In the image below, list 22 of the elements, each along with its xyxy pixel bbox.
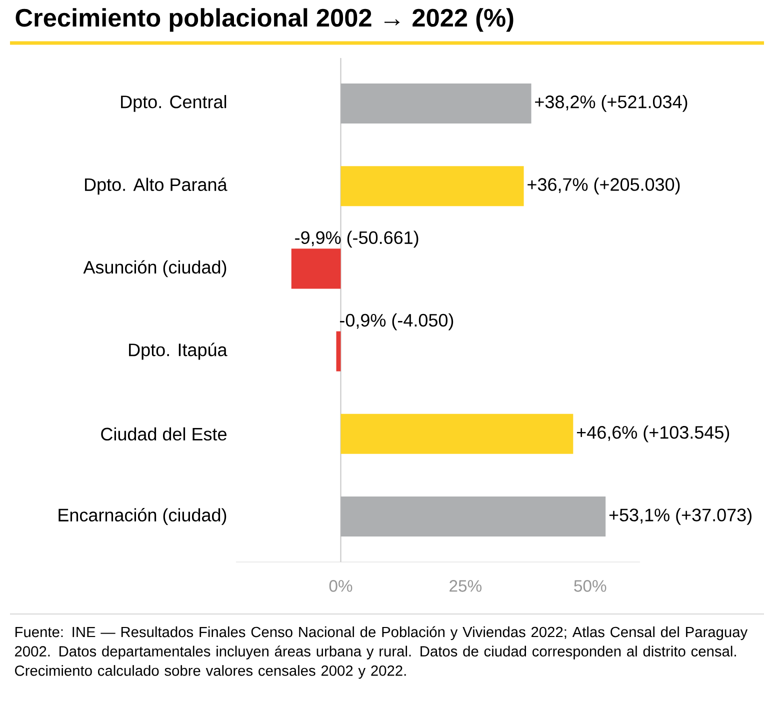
chart-title: Crecimiento poblacional 2002 → 2022 (%) [16,8,514,32]
bar [340,496,606,537]
y-tick-label: Dpto. Itapúa [129,342,228,360]
y-tick-label: Dpto. Central [121,95,226,112]
y-tick-label: Ciudad del Este [101,427,226,441]
x-tick-label: 0% [329,580,352,592]
x-tick-label: 25% [450,580,482,592]
data-label: -0,9% (-4.050) [340,313,454,330]
bar [291,248,341,289]
y-tick-label: Asunción (ciudad) [83,260,226,278]
source-note: Fuente: INE — Resultados Finales Censo Nacional de Población y Viviendas 2022; Atlas Censal del Paraguay 2002. Datos departamentales incluyen áreas urbana y rural. Datos de ciudad corresponden al distrito censal. Crecimiento calculado sobre valores censales 2002 y 2022. [15,626,748,679]
data-label: +38,2% (+521.034) [535,95,688,112]
bar [340,83,532,124]
bar [340,166,524,206]
bar [340,414,574,454]
data-label: -9,9% (-50.661) [295,230,418,248]
y-tick-label: Encarnación (ciudad) [58,508,226,526]
x-tick-label: 50% [574,580,606,592]
y-tick-label: Dpto. Alto Paraná [85,178,228,195]
data-label: +36,7% (+205.030) [528,178,680,194]
data-label: +53,1% (+37.073) [609,508,752,525]
data-label: +46,6% (+103.545) [576,426,730,442]
